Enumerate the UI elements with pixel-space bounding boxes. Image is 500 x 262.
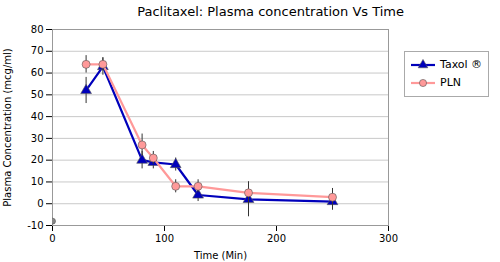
svg-text:0: 0	[49, 233, 55, 244]
svg-text:80: 80	[31, 24, 44, 35]
svg-text:60: 60	[31, 67, 44, 78]
html-text:PLN: PLN	[440, 76, 461, 89]
svg-text:200: 200	[267, 233, 286, 244]
svg-text:Plasma Concentration (mcg/ml): Plasma Concentration (mcg/ml)	[2, 48, 13, 206]
svg-text:50: 50	[31, 89, 44, 100]
svg-text:Time (Min): Time (Min)	[193, 250, 247, 261]
svg-text:10: 10	[31, 176, 44, 187]
svg-text:300: 300	[379, 233, 398, 244]
svg-text:100: 100	[155, 233, 174, 244]
svg-text:40: 40	[31, 111, 44, 122]
html-text:Taxol ®: Taxol ®	[440, 58, 483, 71]
svg-text:30: 30	[31, 133, 44, 144]
svg-text:20: 20	[31, 154, 44, 165]
html-text:Paclitaxel: Plasma concentrati: Paclitaxel: Plasma concentration Vs Time	[137, 4, 404, 19]
svg-text:0: 0	[37, 198, 43, 209]
svg-text:70: 70	[31, 45, 44, 56]
svg-text:-10: -10	[27, 220, 43, 231]
